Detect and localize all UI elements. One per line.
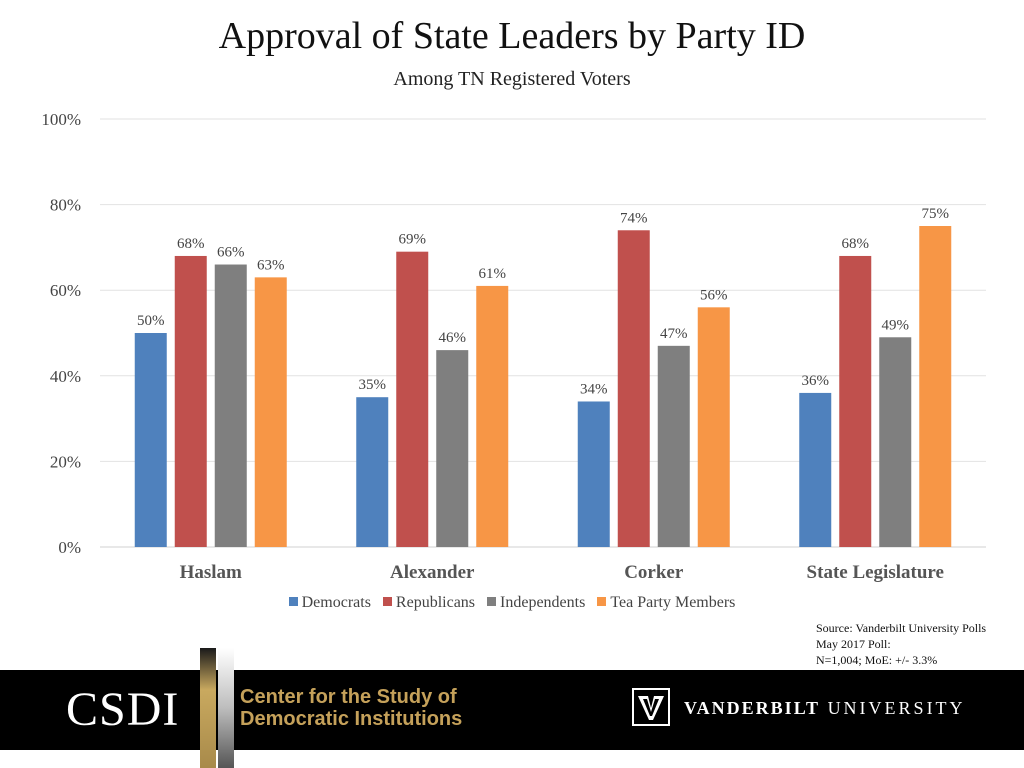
bar — [254, 277, 287, 547]
data-label: 68% — [177, 236, 205, 252]
y-tick-label: 80% — [50, 196, 81, 215]
bar — [214, 264, 247, 547]
data-label: 75% — [922, 206, 950, 222]
bar — [919, 226, 952, 547]
data-label: 49% — [882, 317, 910, 333]
data-label: 69% — [399, 232, 427, 248]
y-tick-label: 40% — [50, 367, 81, 386]
legend-label: Independents — [500, 594, 586, 611]
legend-swatch — [597, 597, 607, 606]
csdi-center-name: Center for the Study of Democratic Insti… — [240, 686, 462, 730]
data-label: 35% — [359, 377, 387, 393]
y-tick-label: 100% — [41, 110, 81, 129]
data-label: 46% — [439, 330, 467, 346]
source-note: Source: Vanderbilt University Polls May … — [816, 620, 1021, 668]
legend-item: Republicans — [382, 594, 476, 612]
legend-swatch — [382, 597, 392, 606]
center-name-line1: Center for the Study of — [240, 686, 457, 708]
bar — [134, 333, 167, 547]
chart-subtitle: Among TN Registered Voters — [393, 68, 631, 90]
sample-line: N=1,004; MoE: +/- 3.3% — [816, 653, 938, 667]
source-line: Source: Vanderbilt University Polls — [816, 621, 987, 635]
legend-label: Tea Party Members — [610, 594, 736, 611]
legend-item: Independents — [487, 594, 585, 612]
vu-wordmark-rest: UNIVERSITY — [827, 698, 966, 718]
legend-label: Republicans — [395, 594, 476, 611]
bar — [476, 285, 509, 547]
csdi-silver-bar-graphic — [218, 648, 234, 768]
center-name-line2: Democratic Institutions — [240, 708, 463, 730]
vanderbilt-wordmark: VANDERBILT UNIVERSITY — [684, 698, 966, 719]
data-label: 74% — [620, 210, 648, 226]
legend-swatch — [288, 597, 298, 606]
data-label: 61% — [479, 266, 507, 282]
chart-title: Approval of State Leaders by Party ID — [218, 15, 806, 57]
bar — [356, 397, 389, 547]
legend-item: Tea Party Members — [597, 594, 735, 612]
data-label: 68% — [842, 236, 870, 252]
legend: Democrats Republicans Independents Tea Part… — [0, 594, 1024, 612]
y-tick-label: 60% — [50, 281, 81, 300]
legend-label: Democrats — [301, 594, 371, 611]
csdi-gold-bar-graphic — [200, 648, 216, 768]
bar — [577, 401, 610, 547]
footer-band — [0, 670, 1024, 750]
data-label: 56% — [700, 287, 728, 303]
data-label: 47% — [660, 326, 688, 342]
poll-date-line: May 2017 Poll: — [816, 637, 891, 651]
legend-item: Democrats — [288, 594, 371, 612]
data-label: 36% — [802, 373, 830, 389]
bar-chart: 0% 20% 40% 60% 80% 100% 50% 68% 66% 63% Haslam 35% 6… — [41, 110, 986, 583]
bar — [879, 337, 912, 547]
bar — [799, 392, 832, 547]
x-category-label: Alexander — [390, 562, 475, 583]
x-category-label: Corker — [624, 562, 684, 583]
x-category-label: Haslam — [180, 562, 242, 583]
bar — [174, 255, 207, 547]
bar — [839, 255, 872, 547]
vu-wordmark-bold: VANDERBILT — [684, 698, 821, 718]
bar — [396, 251, 429, 547]
data-label: 50% — [137, 313, 165, 329]
vanderbilt-v-logo-icon — [632, 688, 670, 726]
x-category-label: State Legislature — [807, 562, 944, 583]
legend-swatch — [487, 597, 497, 606]
data-label: 66% — [217, 245, 245, 261]
csdi-logo-text: CSDI — [66, 683, 180, 736]
bar — [436, 350, 469, 547]
data-label: 63% — [257, 257, 285, 273]
data-label: 34% — [580, 381, 608, 397]
bar — [657, 345, 690, 547]
bar — [617, 230, 650, 547]
y-tick-label: 20% — [50, 452, 81, 471]
y-tick-label: 0% — [58, 538, 81, 557]
bar — [697, 307, 730, 547]
